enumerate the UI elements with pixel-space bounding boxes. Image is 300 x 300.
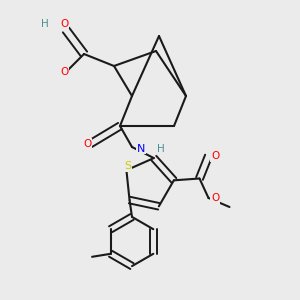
Text: H: H xyxy=(41,19,49,29)
Text: N: N xyxy=(137,143,145,154)
Text: S: S xyxy=(124,161,131,171)
Text: O: O xyxy=(60,19,69,29)
Text: O: O xyxy=(211,193,219,203)
Text: O: O xyxy=(83,139,91,149)
Text: O: O xyxy=(211,151,219,161)
Text: O: O xyxy=(60,67,69,77)
Text: H: H xyxy=(157,143,164,154)
